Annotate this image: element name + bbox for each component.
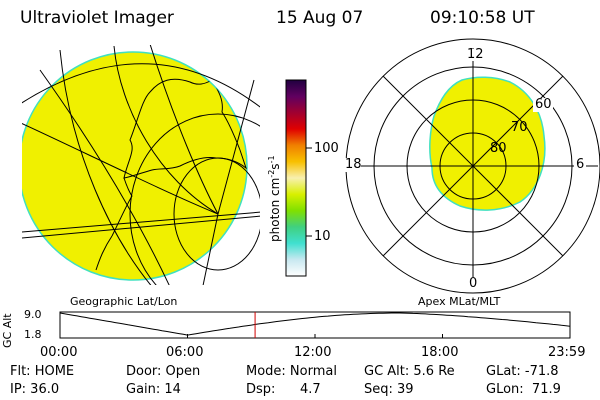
polar-plot <box>343 38 600 294</box>
coast-segment <box>111 177 133 237</box>
graticule <box>22 45 260 285</box>
polar-caption: Apex MLat/MLT <box>418 295 501 308</box>
status-glat: GLat: -71.8 <box>486 364 559 379</box>
unit-s: s <box>268 163 282 170</box>
alt-xtick-4: 23:59 <box>548 345 586 360</box>
status-glon: GLon: 71.9 <box>486 382 561 397</box>
coastline-outline <box>95 78 247 271</box>
colorbar-label-10: 10 <box>314 229 331 244</box>
continent-outline <box>123 78 247 179</box>
geographic-caption: Geographic Lat/Lon <box>70 295 178 308</box>
mlat-label-80: 80 <box>490 141 507 156</box>
status-dsp-value: 4.7 <box>300 382 321 397</box>
unit-exp1: -2 <box>267 169 276 178</box>
mlat-label-60: 60 <box>535 97 552 112</box>
altitude-plot <box>59 311 571 339</box>
alt-xtick-1: 06:00 <box>166 345 204 360</box>
label-bg <box>574 158 586 172</box>
status-flt: Flt: HOME <box>10 364 75 379</box>
status-dsp-label: Dsp: <box>246 382 276 397</box>
label-bg <box>466 49 480 61</box>
aurora-image-polar <box>429 76 546 211</box>
meridian-line <box>22 122 219 215</box>
status-door: Door: Open <box>126 364 201 379</box>
mlt-label-0: 0 <box>469 276 478 291</box>
colorbar-label-100: 100 <box>314 141 339 156</box>
colorbar <box>285 79 312 277</box>
label-bg <box>467 277 479 289</box>
status-mode: Mode: Normal <box>246 364 337 379</box>
mlt-label-12: 12 <box>467 47 484 62</box>
meridian-line <box>217 79 255 215</box>
altitude-plot-frame <box>59 311 571 339</box>
meridian-line <box>202 213 219 285</box>
status-gain: Gain: 14 <box>126 382 181 397</box>
aurora-image-geo <box>22 51 248 281</box>
header-date: 15 Aug 07 <box>276 8 364 28</box>
altitude-x-ticks <box>59 334 571 338</box>
meridian-line <box>22 215 260 239</box>
alt-xtick-2: 12:00 <box>294 345 332 360</box>
status-seq: Seq: 39 <box>364 382 414 397</box>
meridian-line <box>59 49 152 285</box>
meridian-line <box>39 69 170 285</box>
label-bg <box>343 158 361 172</box>
status-ip: IP: 36.0 <box>10 382 60 397</box>
colorbar-strip <box>285 79 307 277</box>
status-gc-alt: GC Alt: 5.6 Re <box>364 364 455 379</box>
latitude-circle <box>173 157 260 271</box>
alt-ymax: 9.0 <box>24 308 42 321</box>
instrument-title: Ultraviolet Imager <box>20 8 174 28</box>
meridian-line <box>22 211 260 233</box>
alt-ylabel: GC Alt <box>1 313 14 348</box>
unit-exp2: -1 <box>267 155 276 164</box>
colorbar-unit-label: photon cm-2s-1 <box>267 155 282 242</box>
mlt-label-6: 6 <box>576 157 585 172</box>
label-bg <box>533 98 553 112</box>
meridian-line <box>149 45 219 215</box>
geographic-map <box>22 45 260 285</box>
header-time: 09:10:58 UT <box>430 8 535 28</box>
alt-xtick-3: 18:00 <box>421 345 459 360</box>
mlat-label-70: 70 <box>511 120 528 135</box>
parallel-line <box>22 63 260 108</box>
altitude-curve <box>59 312 571 336</box>
alt-xtick-0: 00:00 <box>40 345 78 360</box>
latitude-circle <box>129 113 260 285</box>
coast-segment-2 <box>95 235 113 271</box>
meridian-line <box>113 45 219 215</box>
mlt-label-18: 18 <box>345 157 362 172</box>
alt-ymin: 1.8 <box>24 328 42 341</box>
unit-text: photon cm <box>268 177 282 242</box>
